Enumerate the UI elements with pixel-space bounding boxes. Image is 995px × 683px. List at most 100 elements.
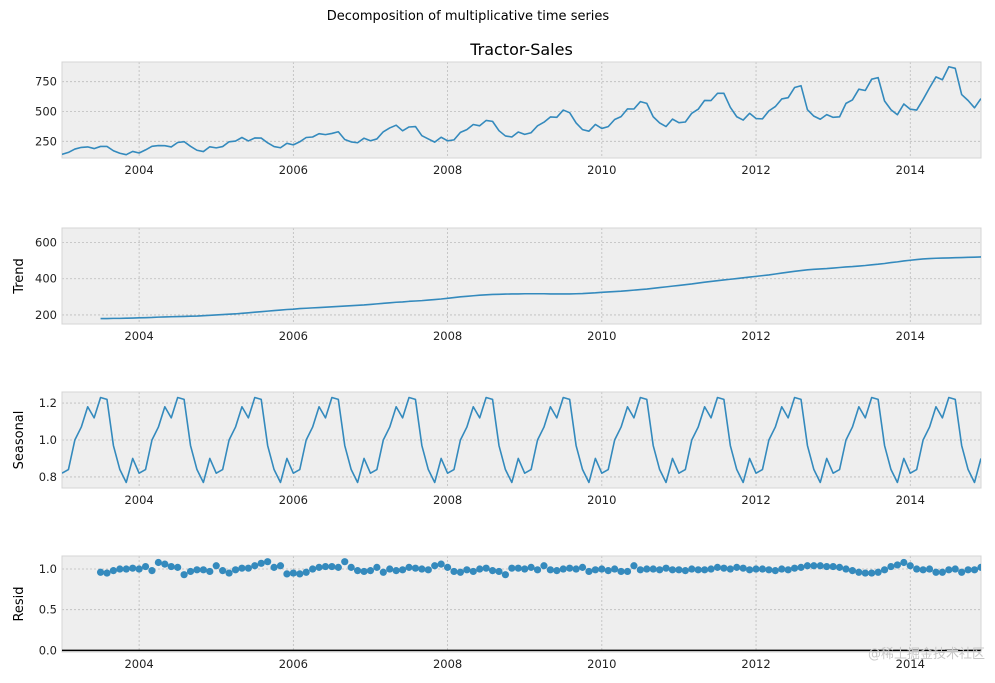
panel-4-resid-point [174,563,182,571]
panel-4-resid-point [495,567,503,576]
panel-3-ytick-1: 1.0 [39,433,57,447]
watermark-text: @稀土掘金技术社区 [868,646,985,662]
panel-4-resid-point [508,564,516,572]
panel-4-resid-point [482,564,490,572]
panels: 2004 2006 2008 2010 2012 2014 250 500 750 Tractor… [12,40,995,671]
panel-4-resid-point [231,566,240,574]
panel-4-resid-point [135,565,143,573]
panel-2: 2004 2006 2008 2010 2012 2014 200 400 600 Trend [12,227,982,343]
panel-4-resid-point [533,566,542,574]
panel-4-resid-point [193,566,201,574]
panel-4-resid-point [771,567,779,575]
panel-3-xtick-2006: 2006 [279,493,308,507]
panel-2-xtick-2006: 2006 [279,329,308,343]
panel-4-resid-point [623,567,632,576]
panel-3-xtick-2012: 2012 [741,493,770,507]
panel-4-xtick-2014: 2014 [896,657,925,671]
panel-4-resid-point [900,558,908,567]
panel-3-ytick-0-8: 0.8 [39,470,57,484]
panel-4-resid-point [559,565,567,573]
panel-4-resid-point [861,569,869,577]
panel-4-resid-point [739,564,747,572]
panel-1-series-line [62,65,981,156]
panel-4-resid-point [790,564,799,572]
panel-4-resid-point [720,564,728,572]
panel-4-resid-point [662,564,670,572]
panel-4-resid-point [797,563,805,571]
panel-2-ytick-200: 200 [35,308,57,322]
panel-4-resid-point [984,567,991,574]
panel-4-resid-point [206,567,214,576]
panel-4-resid-point [617,567,625,576]
panel-2-xtick-2010: 2010 [587,329,616,343]
panel-4: 2004 2006 2008 2010 2012 2014 0.0 0.5 1.0 Resid [12,555,995,671]
panel-2-ylabel: Trend [12,258,27,295]
panel-4-resid-point [630,562,638,570]
panel-4-resid-point [463,566,471,574]
panel-4-resid-point [437,560,445,568]
panel-4-resid-point [302,568,310,576]
panel-4-xtick-2012: 2012 [741,657,770,671]
panel-1-xtick-2010: 2010 [587,163,616,177]
panel-3-ylabel: Seasonal [12,411,27,470]
panel-4-resid-point [398,566,407,574]
panel-4-resid-point [578,563,587,571]
panel-4-resid-point [643,565,651,573]
panel-3-plot-area [62,396,981,484]
panel-4-resid-point [443,563,452,571]
panel-2-plot-area [100,256,981,320]
panel-2-xtick-2012: 2012 [741,329,770,343]
panel-4-resid-point [109,567,118,575]
panel-4-resid-point [977,563,981,571]
panel-4-resid-point [945,566,953,574]
panel-1-plot-area [62,65,981,156]
panel-4-resid-point [765,566,773,574]
panel-4-resid-point [450,567,458,576]
panel-4-resid-point [116,565,124,573]
panel-1-xtick-2012: 2012 [741,163,770,177]
panel-4-resid-point [527,563,535,571]
panel-4-resid-point [334,563,342,571]
panel-4-resid-point [546,566,554,574]
panel-4-resid-point [103,569,111,577]
panel-4-resid-point [855,568,863,576]
panel-4-resid-point [688,565,696,573]
panel-4-resid-point [341,558,349,566]
panel-4-resid-point [874,568,882,576]
panel-4-resid-point [816,562,824,570]
panel-2-ytick-400: 400 [35,272,57,286]
panel-4-resid-point [257,559,265,567]
panel-4-resid-point [418,565,426,573]
panel-4-ytick-0: 0.0 [39,643,57,657]
panel-4-resid-point [668,566,677,574]
panel-4-resid-point [675,566,683,574]
panel-4-resid-point [309,565,317,573]
panel-1-background [62,62,981,158]
panel-4-resid-point [656,566,664,574]
panel-4-resid-point [276,562,285,570]
panel-2-background [62,228,981,324]
panel-4-resid-point [366,567,375,575]
figure-suptitle: Decomposition of multiplicative time ser… [327,9,610,24]
panel-3-xtick-2010: 2010 [587,493,616,507]
panel-4-resid-point [906,562,914,570]
panel-4-resid-point [925,565,934,573]
panel-2-xtick-2014: 2014 [896,329,925,343]
panel-4-resid-point [810,562,818,570]
panel-4-resid-point [880,566,889,574]
panel-4-background [62,556,981,652]
panel-4-resid-point [289,569,297,577]
panel-2-frame [61,227,982,325]
panel-4-resid-point [726,565,734,573]
panel-4-resid-point [951,565,959,573]
panel-4-resid-point [636,566,644,574]
panel-4-resid-point [379,568,387,576]
panel-4-resid-point [373,563,381,571]
panel-4-resid-point [347,563,355,571]
panel-4-resid-point [431,562,439,570]
panel-4-resid-point [328,562,336,571]
panel-4-resid-point [476,565,484,573]
panel-1-ytick-250: 250 [35,134,57,148]
panel-4-resid-point [990,568,995,575]
panel-4-resid-point [199,566,207,574]
